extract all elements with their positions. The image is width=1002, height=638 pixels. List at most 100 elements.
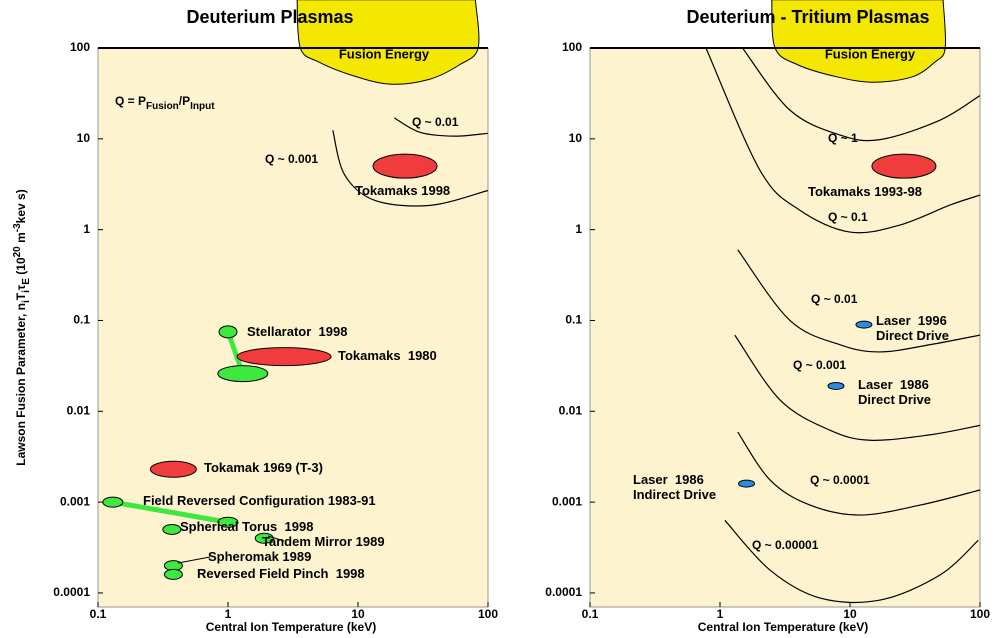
leader — [267, 535, 285, 542]
text-part: τ — [14, 284, 28, 290]
x-tick-label: 1 — [717, 607, 724, 621]
device-marker — [827, 381, 845, 390]
device-marker — [218, 325, 238, 339]
device-marker — [162, 523, 182, 535]
y-axis-label: Lawson Fusion Parameter, niTiτE (1020 m-… — [12, 189, 32, 465]
text-part: /P — [179, 94, 190, 108]
y-tick-label: 1 — [83, 222, 90, 236]
device-label: Stellarator 1998 — [247, 324, 347, 339]
region-label: Fusion Energy — [825, 46, 916, 61]
label-line: Stellarator 1998 — [247, 324, 347, 339]
label-line: Tokamak 1969 (T-3) — [204, 460, 323, 475]
q-contour — [742, 48, 980, 142]
device-label: Reversed Field Pinch 1998 — [197, 566, 365, 581]
x-axis-label: Central Ion Temperature (keV) — [698, 620, 868, 634]
y-tick-label: 0.1 — [565, 313, 582, 327]
q-contour — [737, 431, 980, 516]
label-line: Laser 1986 — [858, 377, 929, 392]
device-label: Laser 1986 Direct Drive — [858, 377, 931, 407]
x-axis-label: Central Ion Temperature (keV) — [206, 620, 376, 634]
label-line: Reversed Field Pinch 1998 — [197, 566, 365, 581]
device-label: Spheromak 1989 — [208, 549, 311, 564]
y-tick-label: 0.01 — [559, 403, 583, 417]
contour-label: Q ~ 0.01 — [412, 115, 459, 129]
device-marker — [217, 516, 239, 528]
text-part: -3 — [12, 223, 23, 232]
device-marker — [855, 320, 873, 329]
plot-background — [97, 47, 489, 608]
text-part: E — [21, 278, 32, 285]
device-label: Field Reversed Configuration 1983-91 — [143, 493, 376, 508]
label-line: Spheromak 1989 — [208, 549, 311, 564]
label-line: Field Reversed Configuration 1983-91 — [143, 493, 376, 508]
x-tick-label: 100 — [478, 607, 498, 621]
text-part: Q = P — [115, 94, 146, 108]
text-part: Lawson Fusion Parameter, n — [14, 303, 28, 466]
x-tick-label: 10 — [843, 607, 857, 621]
text-part: Fusion — [146, 101, 179, 112]
device-marker — [163, 568, 183, 580]
device-marker — [871, 153, 937, 179]
q-contour — [705, 48, 980, 234]
text-part: 20 — [12, 246, 23, 258]
label-line: Tokamaks 1993-98 — [808, 184, 922, 199]
text-part: m — [14, 232, 28, 246]
region-label: Fusion Energy — [339, 46, 430, 61]
plot-area — [705, 48, 980, 604]
contour-label: Q ~ 0.00001 — [752, 538, 819, 552]
device-label: Tokamak 1969 (T-3) — [204, 460, 323, 475]
x-tick-label: 0.1 — [90, 607, 107, 621]
contour-label: Q ~ 1 — [828, 131, 858, 145]
contour-label: Q ~ 0.1 — [828, 210, 868, 224]
label-line: Tandem Mirror 1989 — [262, 534, 385, 549]
y-tick-label: 0.001 — [552, 494, 582, 508]
label-line: Tokamaks 1980 — [338, 348, 437, 363]
q-contour — [737, 249, 980, 353]
chart-title: Deuterium Plasmas — [186, 7, 353, 27]
y-tick-label: 10 — [77, 131, 91, 145]
q-formula: Q = PFusion/PInput — [115, 94, 215, 111]
device-marker — [372, 153, 438, 179]
leader — [177, 556, 211, 564]
device-label: Laser 1986 Indirect Drive — [633, 472, 716, 502]
device-label: Tokamaks 1998 — [355, 183, 450, 198]
contour-label: Q ~ 0.01 — [811, 292, 858, 306]
q-contour — [393, 117, 488, 137]
fusion-region — [296, 0, 480, 85]
text-part: T — [14, 292, 28, 300]
y-tick-label: 0.0001 — [53, 585, 90, 599]
label-line: Laser 1996 — [876, 313, 947, 328]
text-part: i — [21, 290, 32, 293]
y-tick-label: 100 — [562, 40, 582, 54]
text-part: Input — [190, 101, 215, 112]
connector — [112, 499, 229, 525]
device-label: Spherical Torus 1998 — [180, 519, 313, 534]
q-contour — [332, 130, 488, 207]
q-contour — [724, 519, 979, 604]
x-tick-label: 10 — [351, 607, 365, 621]
text-part: kev s) — [14, 189, 28, 223]
x-tick-label: 1 — [225, 607, 232, 621]
label-line: Laser 1986 — [633, 472, 704, 487]
device-label: Tandem Mirror 1989 — [262, 534, 385, 549]
x-tick-label: 0.1 — [582, 607, 599, 621]
text-part: (10 — [14, 257, 28, 278]
x-tick-label: 100 — [970, 607, 990, 621]
label-line: Tokamaks 1998 — [355, 183, 450, 198]
device-marker — [102, 496, 124, 508]
plot-area — [332, 117, 488, 207]
contour-label: Q ~ 0.001 — [265, 152, 318, 166]
q-contour — [734, 334, 980, 441]
label-line: Spherical Torus 1998 — [180, 519, 313, 534]
device-marker — [738, 479, 756, 488]
label-line: Direct Drive — [876, 328, 949, 343]
text-part: i — [21, 300, 32, 303]
device-label: Laser 1996 Direct Drive — [876, 313, 949, 343]
label-line: Indirect Drive — [633, 487, 716, 502]
device-label: Tokamaks 1993-98 — [808, 184, 922, 199]
y-tick-label: 0.001 — [60, 494, 90, 508]
contour-label: Q ~ 0.001 — [793, 358, 846, 372]
y-tick-label: 0.1 — [73, 313, 90, 327]
y-tick-label: 10 — [569, 131, 583, 145]
